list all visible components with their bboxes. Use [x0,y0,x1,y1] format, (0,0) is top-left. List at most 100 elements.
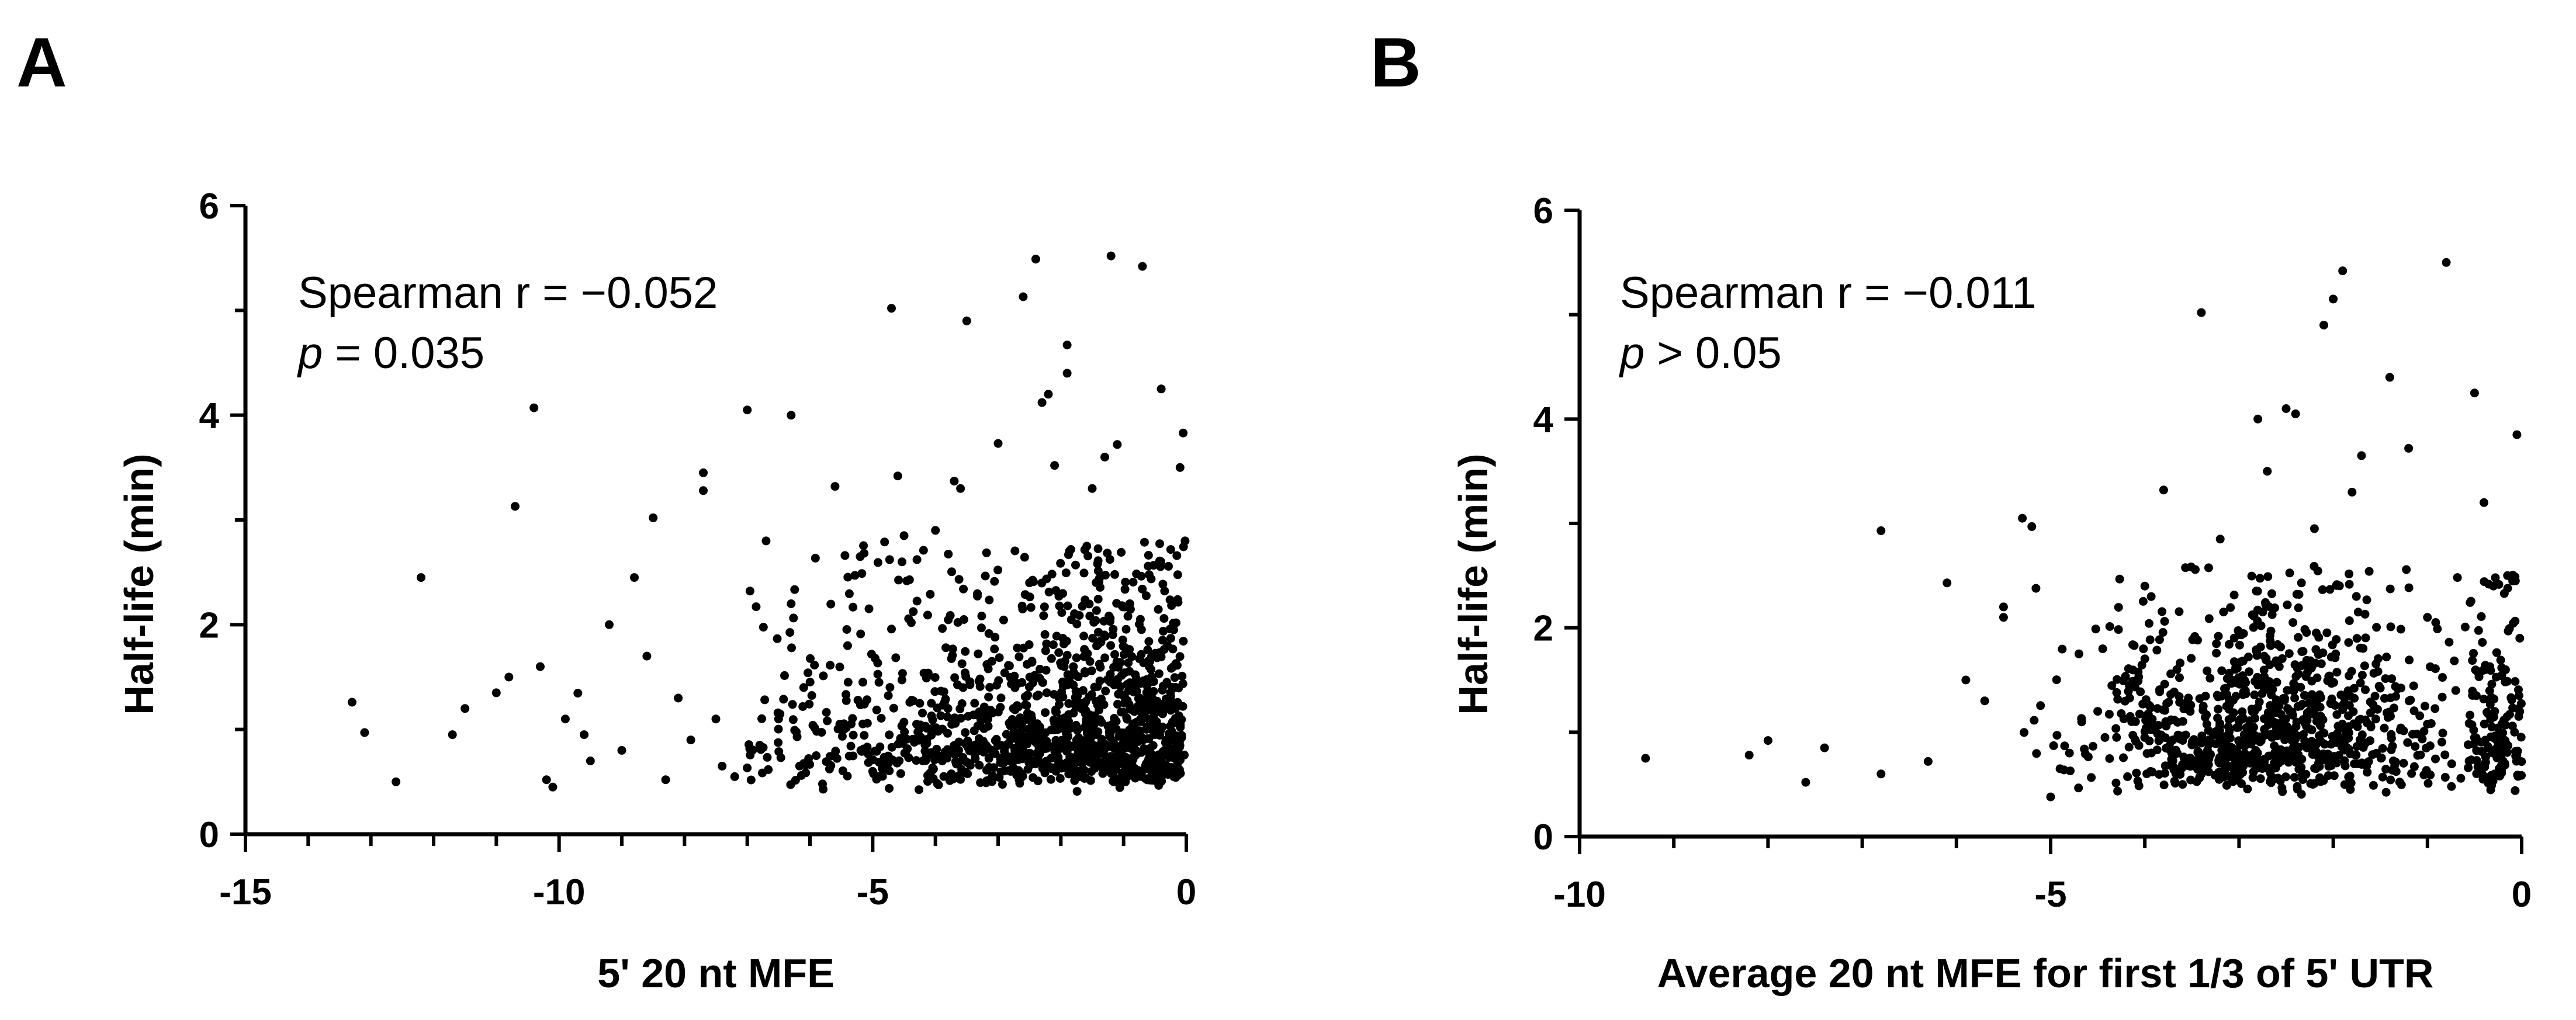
panel-a-data-point [915,699,925,708]
panel-b-data-point [2296,683,2305,692]
panel-a-data-point [1085,657,1095,666]
panel-a-data-point [873,558,882,567]
panel-a-data-point [560,714,570,724]
panel-a-data-point [746,775,756,785]
panel-b-data-point [2497,768,2506,778]
panel-b-data-point [2114,625,2123,634]
panel-a-data-point [970,740,979,750]
panel-b-data-point [2231,665,2240,674]
panel-a-data-point [799,683,808,692]
panel-b-data-point [2253,616,2262,626]
panel-a-data-point [887,304,896,313]
panel-b-data-point [2415,711,2425,720]
panel-b-data-point [2481,661,2490,670]
panel-a-data-point [1070,776,1079,785]
panel-a-data-point [801,760,811,769]
panel-a-data-point [1093,566,1103,575]
panel-b-data-point [2297,578,2306,588]
panel-b-y-tick-label: 6 [1533,191,1553,231]
panel-a-data-point [957,699,967,708]
panel-a-data-point [1179,428,1188,438]
panel-a-data-point [1128,752,1138,762]
panel-b-data-point [2032,749,2041,758]
panel-b-data-point [2340,761,2350,771]
panel-b-data-point [2245,667,2253,676]
panel-b-data-point [2386,775,2395,785]
panel-b-data-point [2077,714,2086,723]
panel-a-data-point [858,678,867,687]
panel-a-data-point [1006,672,1015,682]
panel-b-data-point [2159,780,2169,790]
panel-a-data-point [1064,699,1074,708]
panel-a-data-point [1140,537,1149,547]
panel-b-data-point [2297,755,2307,764]
panel-a-data-point [1080,545,1089,554]
panel-b-data-point [2267,589,2276,598]
panel-a-data-point [885,784,894,793]
panel-a-data-point [1116,682,1125,691]
panel-b-data-point [2083,752,2093,762]
panel-b-data-point [2494,752,2504,761]
panel-b-data-point [2447,782,2456,791]
panel-a-data-point [943,712,952,721]
panel-a-x-tick-label: -15 [219,872,272,913]
panel-a-data-point [1121,625,1131,634]
panel-b-data-point [2488,748,2497,758]
panel-a-data-point [867,650,876,659]
panel-b-data-point [2243,653,2253,661]
panel-b-data-point [2130,641,2139,650]
panel-a-data-point [1058,677,1067,686]
panel-a-data-point [1167,682,1176,692]
panel-a-data-point [1017,601,1027,610]
panel-a-data-point [961,739,970,748]
panel-b-data-point [2345,580,2354,589]
panel-a-data-point [1168,644,1178,654]
panel-b-data-point [2387,730,2396,739]
panel-a-data-point [950,673,960,682]
panel-a-data-point [1141,774,1150,783]
panel-b-data-point [2431,618,2440,627]
panel-a-data-point [1166,763,1175,772]
panel-b-data-point [2283,600,2292,609]
panel-a-data-point [915,785,923,795]
panel-a-data-point [823,716,832,726]
panel-a-data-point [536,662,545,671]
panel-a-letter: A [16,23,67,102]
panel-a-data-point [1094,627,1103,637]
panel-a-data-point [774,747,784,757]
panel-a-data-point [1143,645,1152,654]
panel-a-data-point [1165,625,1175,634]
panel-a-data-point [1149,561,1158,570]
panel-a-data-point [360,728,369,737]
panel-b-data-point [2340,745,2349,755]
panel-a-data-point [1079,632,1089,641]
panel-b-data-point [2289,727,2298,737]
panel-a-data-point [1069,709,1078,718]
panel-a-data-point [1080,747,1089,757]
panel-b-data-point [2393,684,2402,693]
panel-b-data-point [2468,656,2477,665]
panel-a-data-point [1092,606,1101,615]
panel-b-data-point [2349,707,2358,716]
panel-a-data-point [850,571,860,580]
panel-a-data-point [962,316,971,325]
panel-b-data-point [2213,691,2222,700]
panel-b-data-point [2480,577,2489,587]
panel-b-data-point [2409,681,2418,691]
panel-a-data-point [504,672,514,682]
panel-b-data-point [2496,655,2505,665]
panel-a-data-point [787,643,796,653]
panel-a-data-point [1031,255,1040,263]
panel-a-data-point [996,758,1005,767]
panel-b-data-point [2362,595,2371,605]
panel-b-data-point [2234,723,2243,732]
panel-b-data-point [2255,574,2265,583]
panel-a-data-point [573,689,583,698]
panel-b-data-point [2148,768,2157,776]
panel-b-data-point [2419,771,2429,779]
panel-b-data-point [2310,524,2319,533]
panel-a-data-point [984,721,993,731]
panel-b-data-point [2186,700,2196,710]
panel-b-data-point [2440,773,2450,782]
panel-b-data-point [2263,708,2273,717]
